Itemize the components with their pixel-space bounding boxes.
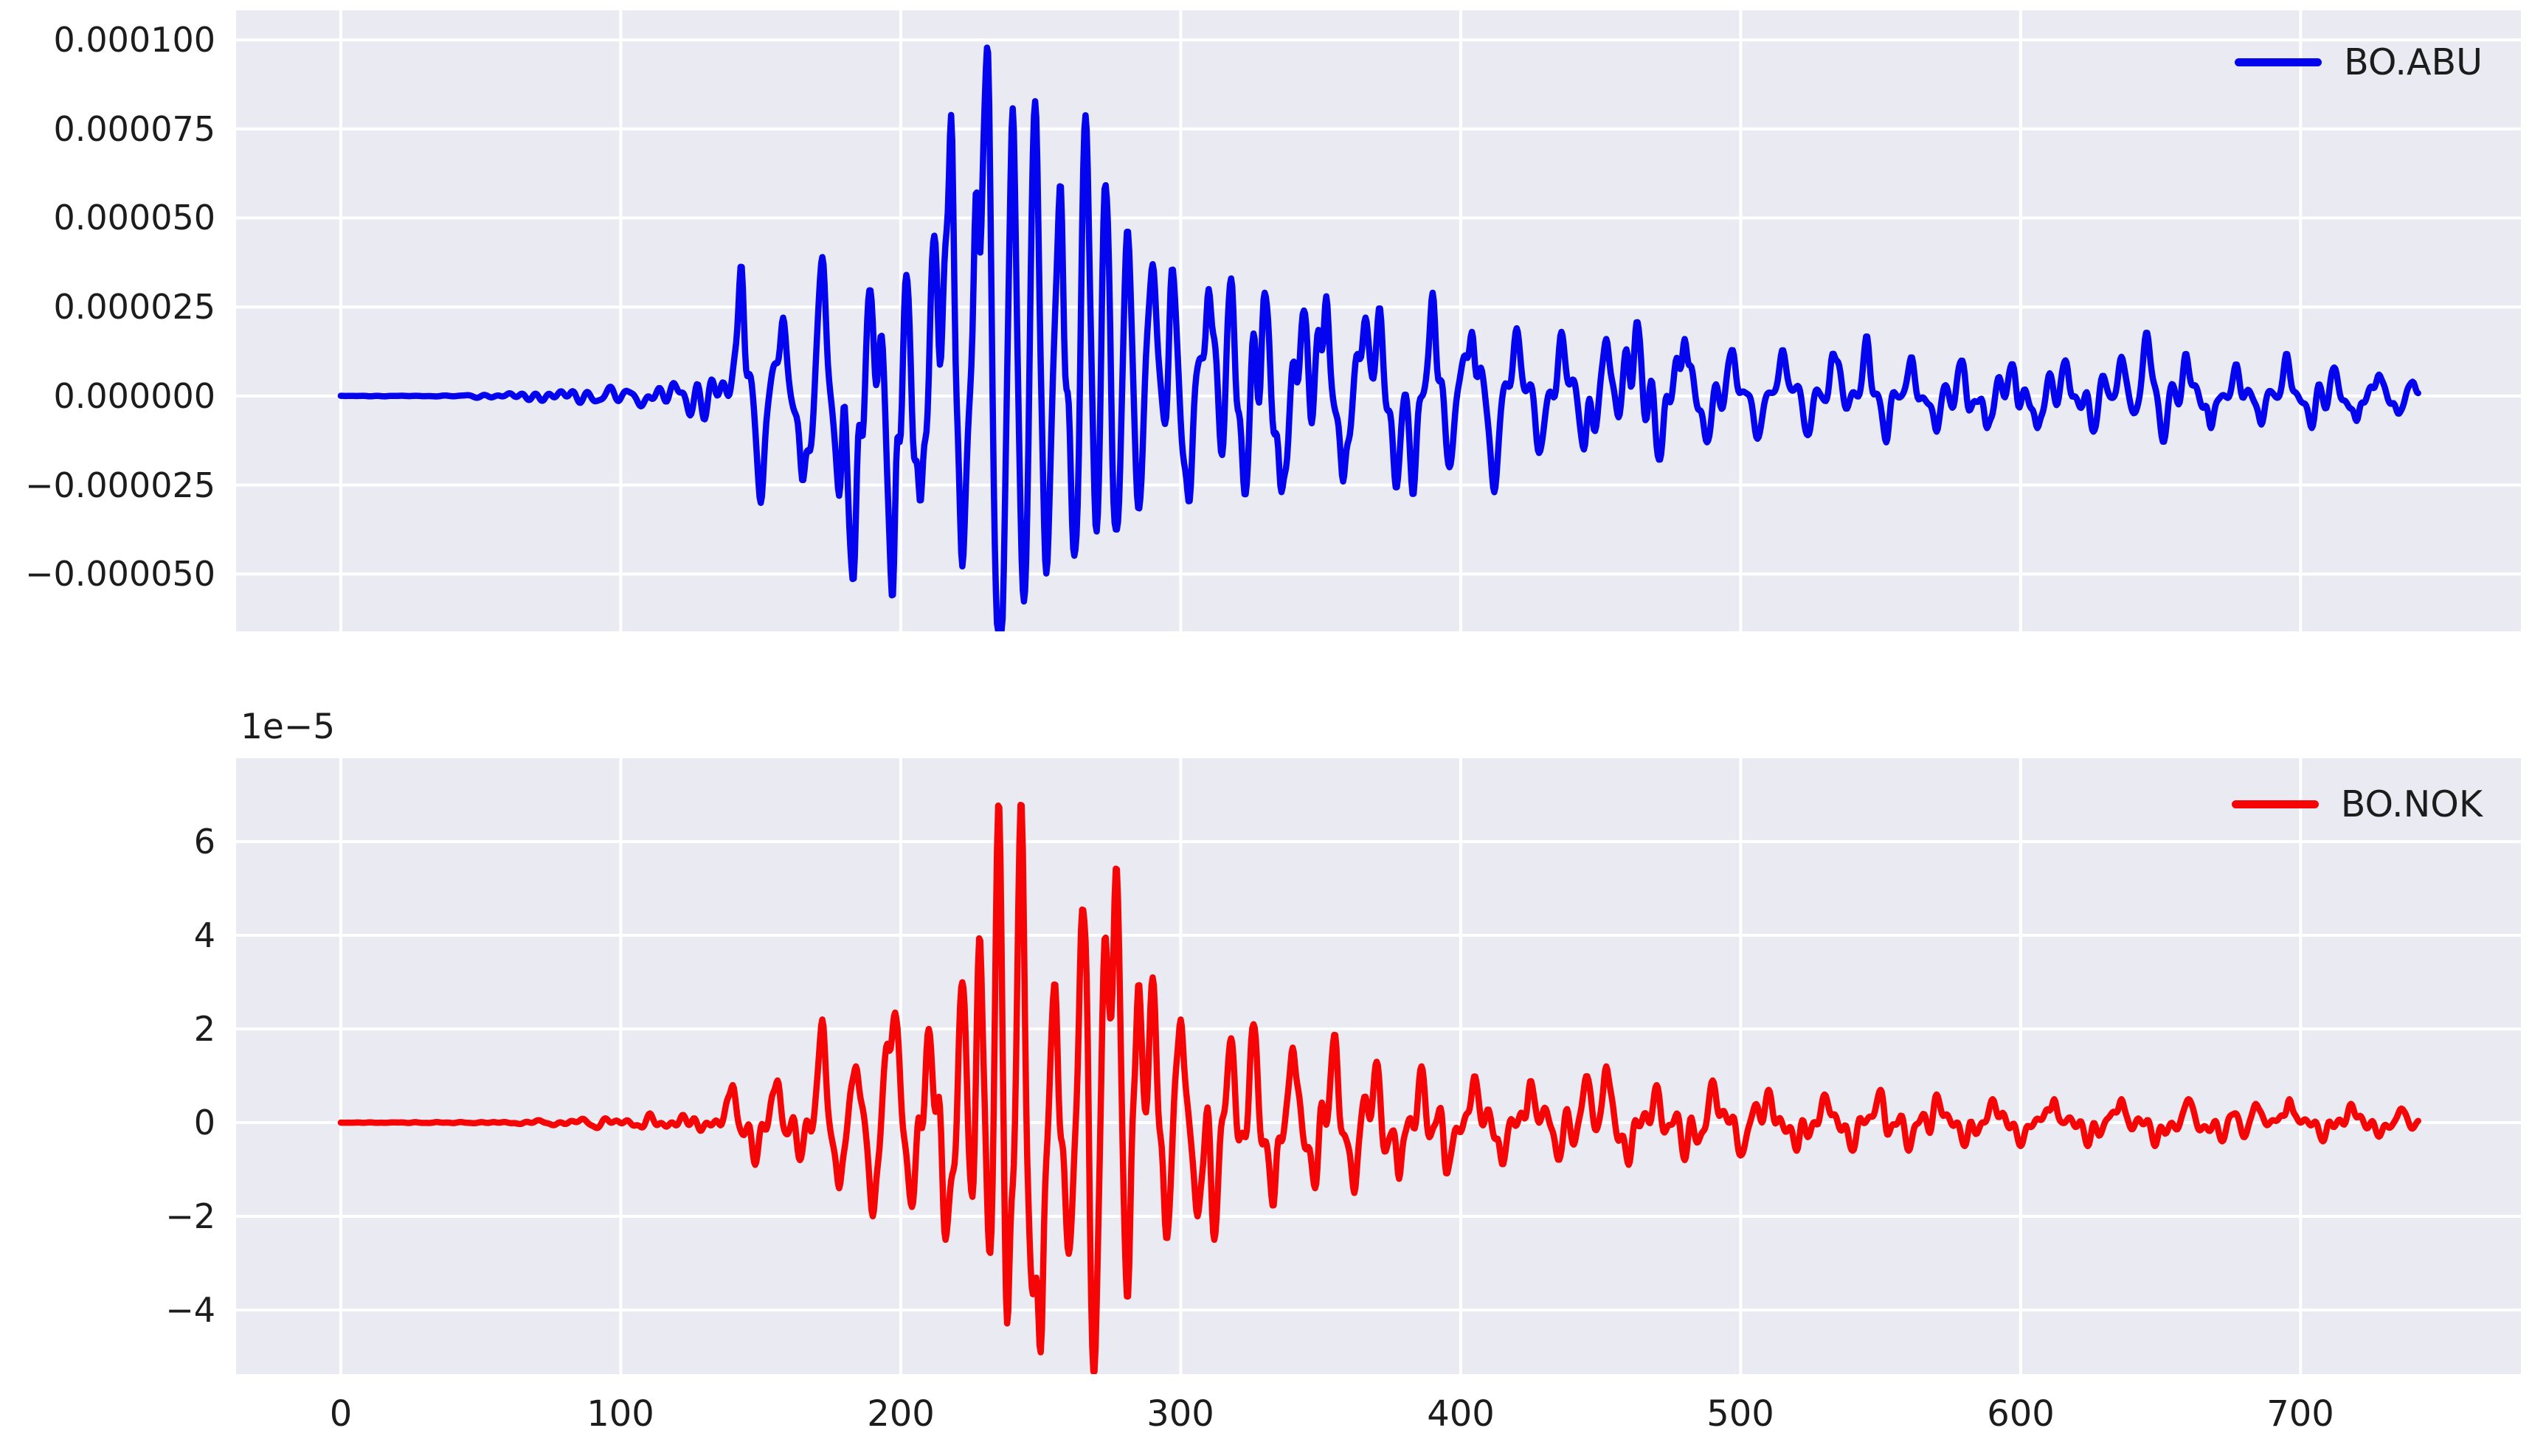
legend-bo-nok: BO.NOK xyxy=(2231,783,2483,825)
legend-line-bo-abu xyxy=(2235,58,2322,66)
y-tick-label: −2 xyxy=(165,1196,215,1236)
y-tick-label: 6 xyxy=(193,822,215,862)
y-tick-label: −4 xyxy=(165,1290,215,1330)
y-tick-label: 0.000000 xyxy=(53,376,216,416)
legend-label-bo-abu: BO.ABU xyxy=(2344,41,2483,83)
y-axis-offset-label: 1e−5 xyxy=(241,707,336,747)
x-tick-label: 600 xyxy=(1987,1393,2055,1435)
y-tick-label: 0.000075 xyxy=(53,109,216,149)
x-tick-label: 400 xyxy=(1427,1393,1495,1435)
y-tick-label: 0.000050 xyxy=(53,198,216,238)
legend-line-bo-nok xyxy=(2231,800,2319,808)
axes-bo-abu: BO.ABU xyxy=(236,10,2521,631)
waveform-svg-1 xyxy=(236,758,2521,1374)
x-tick-label: 500 xyxy=(1706,1393,1774,1435)
y-tick-label: −0.000050 xyxy=(24,554,215,594)
waveform-trace-bo-abu xyxy=(337,44,2421,631)
x-tick-label: 700 xyxy=(2266,1393,2334,1435)
x-tick-label: 0 xyxy=(329,1393,353,1435)
y-tick-label: 0.000100 xyxy=(53,20,216,60)
y-tick-label: 0 xyxy=(193,1103,215,1143)
y-tick-label: 4 xyxy=(193,915,215,955)
legend-label-bo-nok: BO.NOK xyxy=(2340,783,2483,825)
legend-bo-abu: BO.ABU xyxy=(2235,44,2483,80)
y-tick-label: −0.000025 xyxy=(24,465,215,505)
x-tick-label: 100 xyxy=(587,1393,654,1435)
y-tick-label: 2 xyxy=(193,1009,215,1049)
waveform-svg-0 xyxy=(236,10,2521,631)
y-tick-label: 0.000025 xyxy=(53,287,216,327)
axes-bo-nok: BO.NOK xyxy=(236,758,2521,1374)
waveform-trace-bo-nok xyxy=(337,801,2421,1374)
x-tick-label: 200 xyxy=(867,1393,935,1435)
x-tick-label: 300 xyxy=(1146,1393,1214,1435)
